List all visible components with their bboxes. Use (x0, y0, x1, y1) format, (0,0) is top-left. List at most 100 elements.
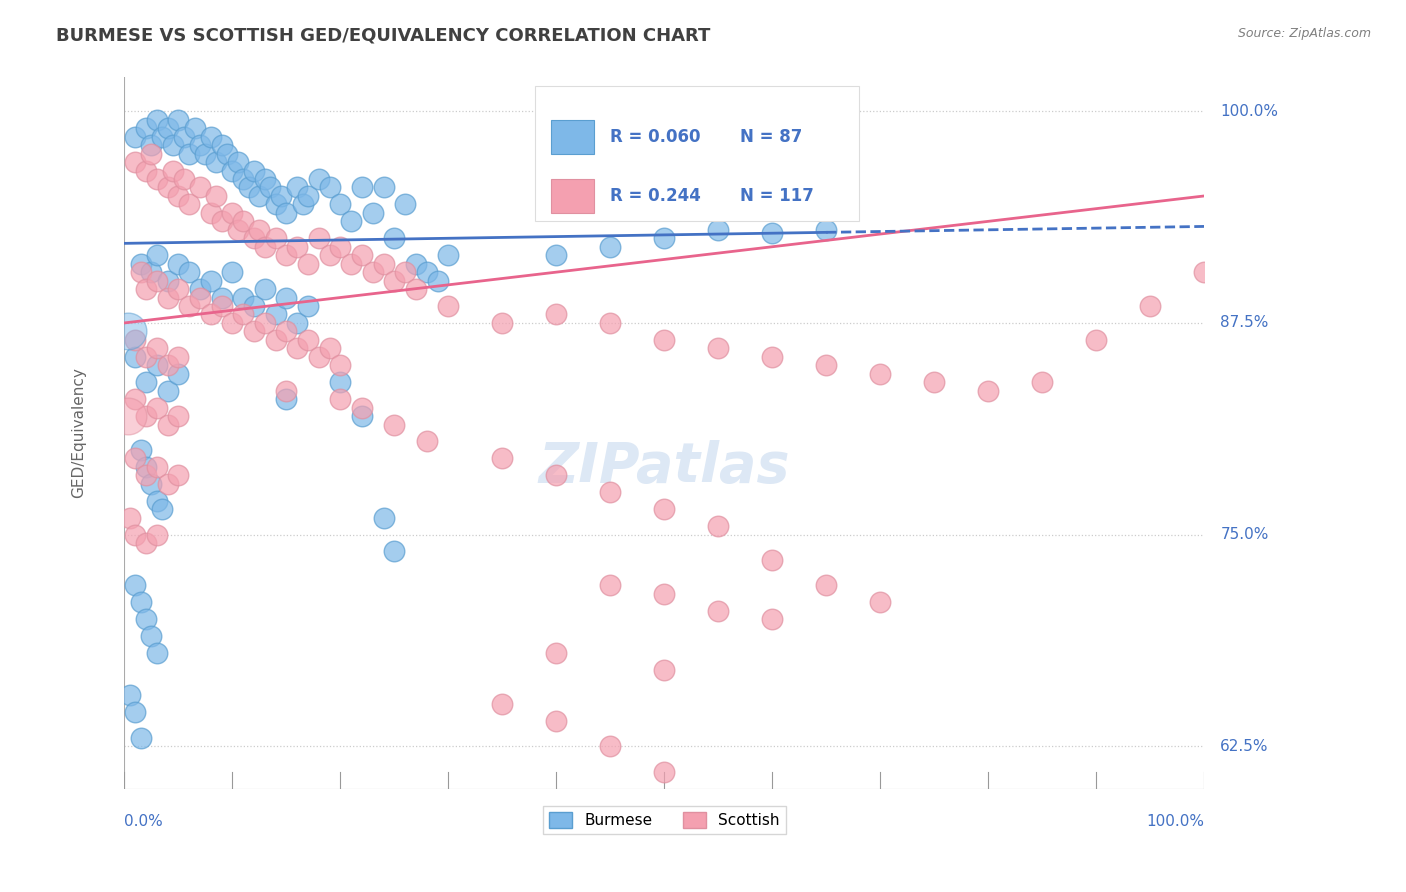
Point (815, 223, 838, 237)
Point (264, 197, 287, 211)
Point (135, 121, 157, 136)
Point (297, 333, 319, 347)
Point (276, 206, 298, 220)
Point (141, 138, 163, 153)
Point (156, 358, 179, 372)
Point (156, 180, 179, 194)
Point (329, 392, 352, 406)
Point (124, 155, 146, 169)
Point (350, 180, 373, 194)
Point (297, 189, 319, 203)
Point (599, 578, 621, 592)
Point (221, 163, 243, 178)
Point (124, 706, 146, 720)
Point (183, 121, 205, 136)
Point (394, 197, 416, 211)
Text: R = 0.244: R = 0.244 (610, 187, 702, 205)
Point (188, 138, 211, 153)
Point (707, 604, 730, 618)
Point (188, 282, 211, 296)
Point (211, 299, 233, 313)
Point (297, 257, 319, 271)
Point (124, 350, 146, 364)
Point (546, 714, 568, 728)
Point (243, 163, 266, 178)
Point (652, 502, 675, 516)
Point (179, 146, 201, 161)
Point (652, 333, 675, 347)
Point (141, 146, 163, 161)
Point (815, 578, 838, 592)
Point (546, 248, 568, 262)
Point (382, 274, 405, 288)
Point (382, 544, 405, 558)
Point (318, 248, 340, 262)
Point (707, 223, 730, 237)
Text: R = 0.060: R = 0.060 (610, 128, 700, 145)
Point (546, 646, 568, 660)
Point (124, 392, 146, 406)
Point (167, 112, 190, 127)
Point (232, 214, 254, 228)
Point (135, 409, 157, 423)
Point (167, 189, 190, 203)
Point (173, 172, 195, 186)
Point (259, 180, 281, 194)
Point (124, 451, 146, 466)
Point (118, 510, 141, 524)
Point (150, 129, 173, 144)
Point (146, 646, 169, 660)
Point (141, 265, 163, 279)
Point (162, 163, 184, 178)
Bar (551, 179, 595, 213)
Point (318, 342, 340, 356)
Point (205, 189, 228, 203)
Point (291, 197, 314, 211)
Point (167, 257, 190, 271)
Point (329, 358, 352, 372)
Point (599, 485, 621, 500)
FancyBboxPatch shape (534, 86, 859, 221)
Point (167, 367, 190, 381)
Point (129, 731, 152, 745)
Point (308, 350, 330, 364)
Point (382, 231, 405, 245)
Point (135, 350, 157, 364)
Point (226, 155, 249, 169)
Point (205, 155, 228, 169)
Point (129, 257, 152, 271)
Point (243, 325, 266, 339)
Point (652, 663, 675, 677)
Point (243, 231, 266, 245)
Point (124, 333, 146, 347)
Point (135, 459, 157, 474)
Point (146, 342, 169, 356)
Point (135, 282, 157, 296)
Point (815, 358, 838, 372)
Text: BURMESE VS SCOTTISH GED/EQUIVALENCY CORRELATION CHART: BURMESE VS SCOTTISH GED/EQUIVALENCY CORR… (56, 27, 710, 45)
Point (156, 417, 179, 432)
Point (179, 197, 201, 211)
Point (308, 231, 330, 245)
Point (221, 316, 243, 330)
Point (135, 536, 157, 550)
Point (1031, 375, 1053, 389)
Point (211, 291, 233, 305)
Point (129, 595, 152, 609)
Point (211, 138, 233, 153)
Point (599, 316, 621, 330)
Point (200, 274, 222, 288)
Point (179, 265, 201, 279)
Point (373, 257, 395, 271)
Point (117, 325, 139, 339)
Point (167, 350, 190, 364)
Point (146, 401, 169, 415)
Point (146, 459, 169, 474)
Point (232, 308, 254, 322)
Text: 0.0%: 0.0% (124, 814, 163, 829)
Point (350, 401, 373, 415)
Text: N = 117: N = 117 (740, 187, 814, 205)
Text: 100.0%: 100.0% (1220, 103, 1278, 119)
Point (200, 129, 222, 144)
Point (652, 764, 675, 779)
